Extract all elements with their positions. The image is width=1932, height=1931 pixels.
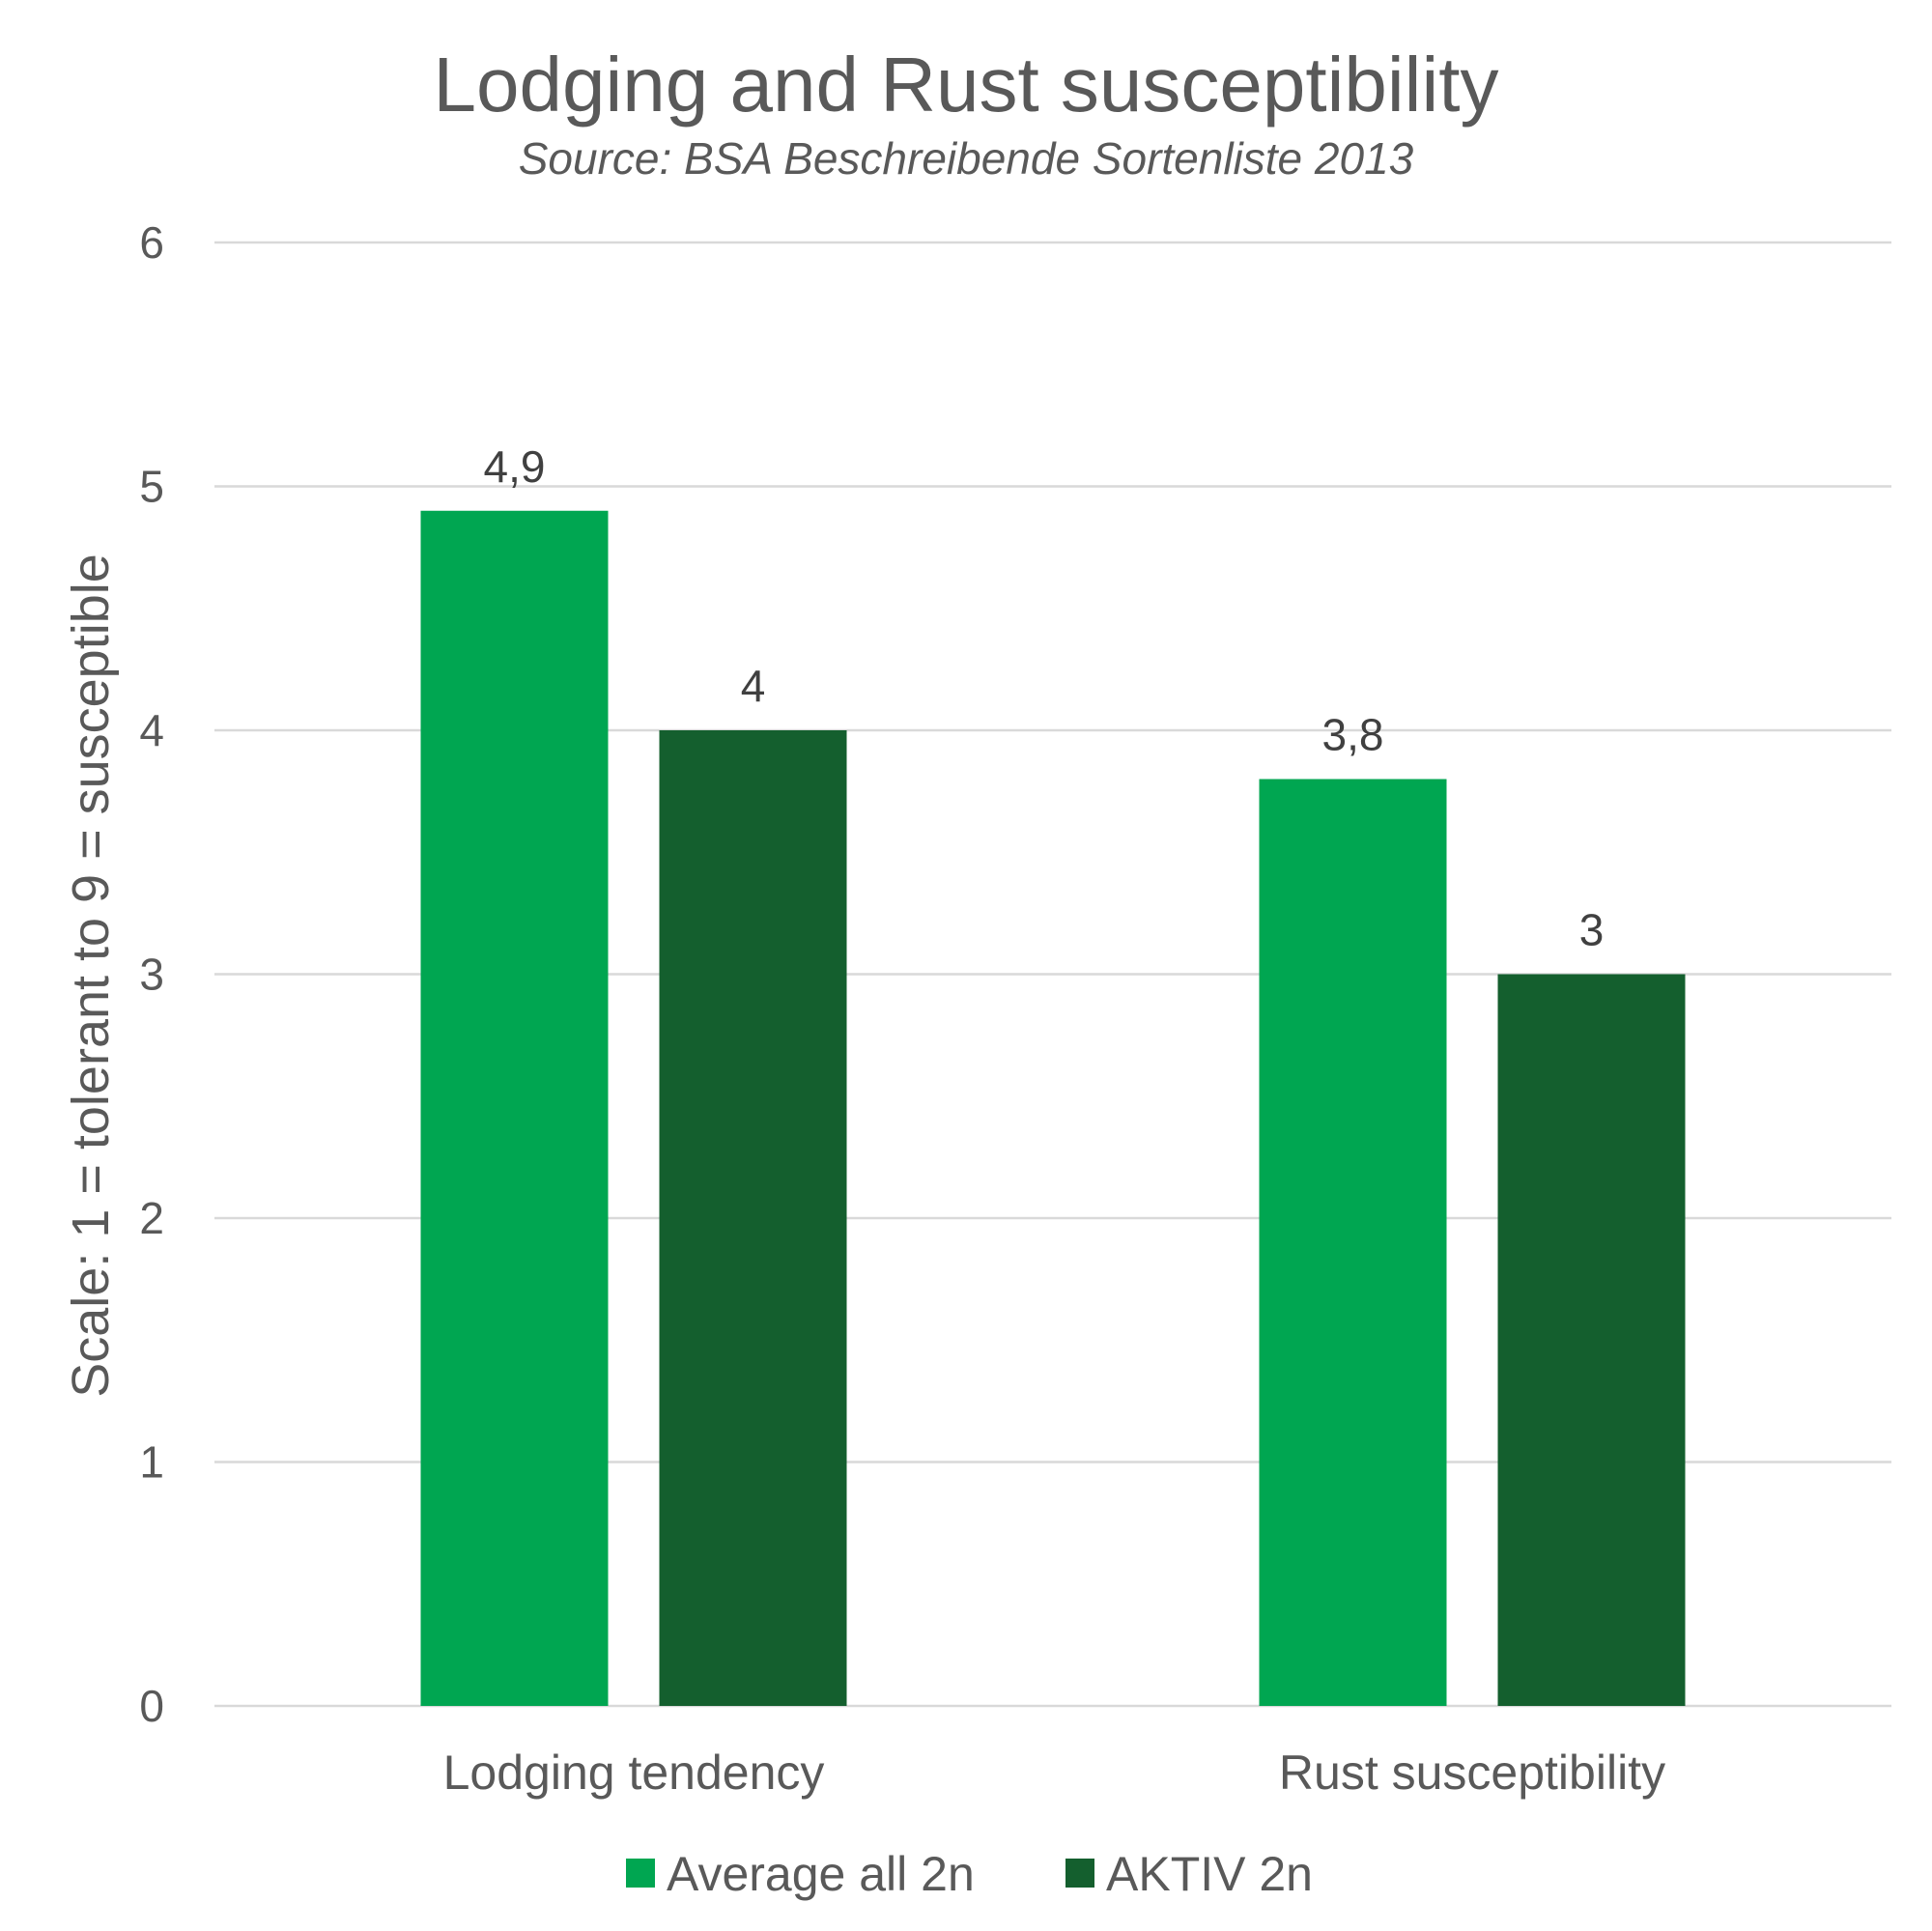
category-label: Lodging tendency <box>443 1746 825 1800</box>
legend-label-0: Average all 2n <box>667 1847 975 1901</box>
y-tick-label: 5 <box>139 462 164 512</box>
y-tick-label: 6 <box>139 217 164 268</box>
data-label: 3 <box>1579 905 1605 955</box>
y-tick-label: 4 <box>139 705 164 755</box>
y-axis-label: Scale: 1 = tolerant to 9 = susceptible <box>62 554 120 1398</box>
y-tick-label: 3 <box>139 950 164 1000</box>
chart-title: Lodging and Rust susceptibility <box>434 42 1499 128</box>
legend-swatch-0 <box>626 1859 655 1888</box>
y-tick-label: 0 <box>139 1681 164 1731</box>
category-labels: Lodging tendency Rust susceptibility <box>443 1746 1665 1800</box>
category-label: Rust susceptibility <box>1279 1746 1665 1800</box>
data-label: 3,8 <box>1322 710 1384 760</box>
bars <box>420 510 1686 1706</box>
data-label: 4 <box>741 661 766 711</box>
legend: Average all 2n AKTIV 2n <box>626 1847 1313 1901</box>
data-label: 4,9 <box>484 441 546 492</box>
data-labels: 4,9 4 3,8 3 <box>484 441 1605 955</box>
chart-subtitle: Source: BSA Beschreibende Sortenliste 20… <box>519 133 1414 184</box>
legend-label-1: AKTIV 2n <box>1106 1847 1313 1901</box>
y-tick-label: 1 <box>139 1437 164 1488</box>
y-axis-ticks: 0 1 2 3 4 5 6 <box>139 217 164 1731</box>
y-tick-label: 2 <box>139 1193 164 1243</box>
bar-average-all-2n-0 <box>420 510 609 1706</box>
bar-aktiv-2n-0 <box>659 730 847 1706</box>
legend-swatch-1 <box>1065 1859 1094 1888</box>
bar-average-all-2n-1 <box>1259 779 1447 1706</box>
bar-aktiv-2n-1 <box>1497 974 1686 1706</box>
